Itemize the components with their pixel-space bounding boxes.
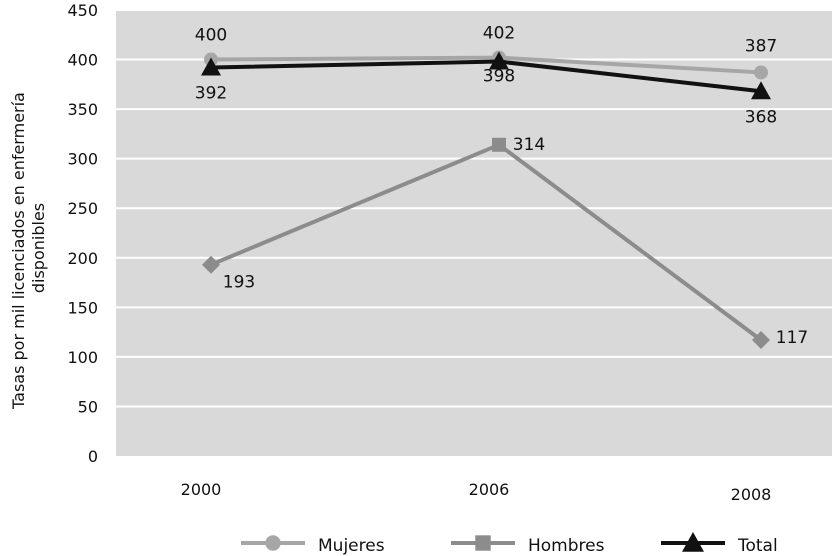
y-tick-label: 300 (67, 150, 98, 169)
legend-label: Mujeres (318, 536, 385, 556)
data-point-circle (265, 535, 281, 551)
data-point-circle (754, 65, 768, 80)
data-point-square (492, 137, 506, 152)
y-tick-label: 0 (88, 447, 98, 466)
data-point-triangle (201, 57, 221, 76)
y-axis-title-line-2: disponibles (29, 203, 48, 293)
data-label: 398 (483, 67, 515, 87)
y-axis-title-line-1: Tasas por mil licenciados en enfermería (9, 92, 28, 410)
y-axis-title: Tasas por mil licenciados en enfermería … (9, 87, 48, 410)
legend-item-mujeres: Mujeres (241, 535, 385, 556)
legend: Mujeres Hombres Total (241, 532, 778, 556)
y-axis-ticks: 0 50 100 150 200 250 300 350 400 450 (67, 1, 98, 466)
legend-item-hombres: Hombres (451, 535, 605, 556)
y-tick-label: 50 (78, 397, 98, 416)
data-labels: 400 402 387 193 314 117 392 398 368 (195, 24, 808, 348)
y-tick-label: 150 (67, 298, 98, 317)
data-point-square (475, 535, 491, 551)
data-label: 314 (513, 135, 545, 155)
y-tick-label: 450 (67, 1, 98, 20)
data-label: 400 (195, 26, 227, 46)
plot-area (116, 10, 832, 456)
y-tick-label: 350 (67, 100, 98, 119)
legend-item-total: Total (661, 532, 778, 556)
y-tick-label: 100 (67, 348, 98, 367)
data-point-triangle (682, 532, 704, 552)
data-label: 193 (223, 273, 255, 293)
x-tick-label: 2006 (469, 480, 510, 499)
series-hombres (202, 137, 770, 350)
legend-label: Hombres (528, 536, 605, 556)
data-point-diamond (202, 255, 220, 274)
data-label: 117 (776, 328, 808, 348)
gridlines (116, 9, 832, 408)
data-point-diamond (752, 331, 770, 350)
series-total (201, 51, 771, 100)
data-label: 392 (195, 83, 227, 103)
data-label: 368 (745, 107, 777, 127)
y-tick-label: 400 (67, 51, 98, 70)
series-layer (201, 50, 771, 350)
y-tick-label: 200 (67, 249, 98, 268)
data-label: 387 (745, 36, 777, 56)
data-point-triangle (751, 81, 771, 100)
x-tick-label: 2000 (181, 480, 222, 499)
data-point-triangle (489, 51, 509, 70)
y-tick-label: 250 (67, 199, 98, 218)
data-label: 402 (483, 24, 515, 44)
x-tick-label: 2008 (731, 485, 772, 504)
x-axis-ticks: 2000 2006 2008 (181, 480, 772, 504)
legend-label: Total (737, 536, 778, 556)
